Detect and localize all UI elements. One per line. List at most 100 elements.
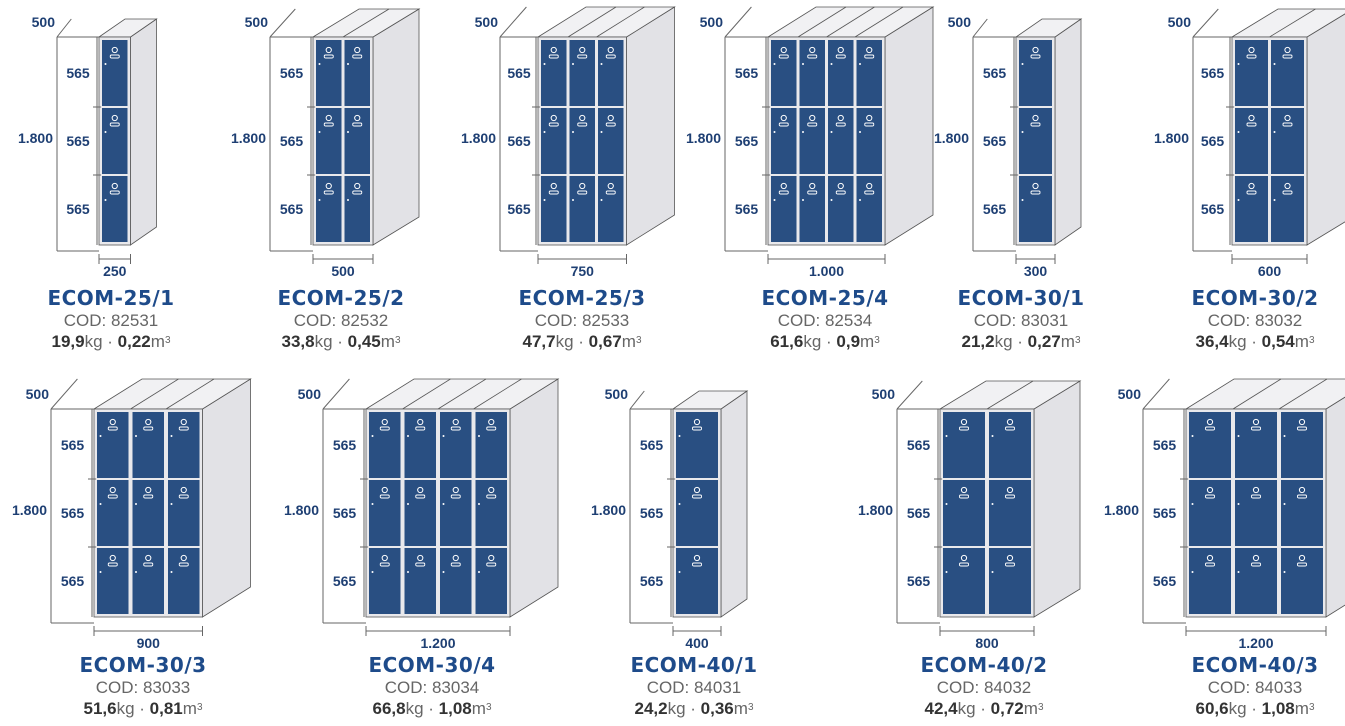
volume-value: 1,08 [438, 699, 472, 718]
locker-info-8: ECOM-30/4 COD: 83034 66,8kg · 1,08m3 [332, 653, 532, 719]
model-name: ECOM-25/4 [761, 286, 889, 310]
keyhole-icon [693, 486, 701, 494]
compartment-label: 565 [983, 133, 1007, 149]
depth-label: 500 [872, 386, 896, 402]
handle-icon [605, 190, 616, 195]
handle-icon [864, 122, 875, 127]
keyhole-icon [1252, 554, 1260, 562]
handle-icon [415, 494, 426, 499]
lock-dot-icon [442, 571, 445, 573]
handle-icon [1297, 562, 1307, 567]
spec-line: 21,2kg · 0,27m3 [921, 331, 1121, 352]
depth-label: 500 [948, 14, 972, 30]
cod-label: COD: [777, 311, 821, 330]
locker-door [541, 108, 567, 174]
compartment-label: 565 [640, 505, 664, 521]
keyhole-icon [109, 486, 116, 494]
height-label: 1.800 [591, 502, 626, 518]
depth-dim-line [499, 6, 527, 38]
compartment-label: 565 [280, 201, 304, 217]
handle-icon [323, 122, 334, 127]
locker-door [943, 480, 985, 546]
column-edge [567, 6, 617, 38]
cod-label: COD: [63, 311, 107, 330]
handle-icon [109, 54, 120, 59]
keyhole-icon [452, 554, 459, 562]
spec-line: 19,9kg · 0,22m3 [11, 331, 211, 352]
lock-dot-icon [802, 131, 804, 133]
depth-label: 500 [605, 386, 629, 402]
column-edge [473, 378, 522, 410]
width-label: 1.000 [809, 263, 844, 279]
kg-unit: kg [1228, 332, 1247, 351]
locker-door [404, 480, 436, 546]
handle-icon [692, 426, 702, 431]
width-label: 1.200 [1238, 635, 1273, 651]
lock-dot-icon [1237, 503, 1240, 505]
lock-dot-icon [442, 435, 445, 437]
keyhole-icon [325, 182, 332, 190]
m-unit: m [1023, 699, 1038, 718]
lock-dot-icon [945, 435, 948, 437]
handle-icon [959, 494, 969, 499]
locker-info-11: ECOM-40/3 COD: 84033 60,6kg · 1,08m3 [1155, 653, 1345, 719]
compartment-label: 565 [735, 133, 759, 149]
kg-unit: kg [555, 332, 574, 351]
handle-icon [107, 494, 118, 499]
compartment-label: 565 [507, 65, 531, 81]
m-unit: m [471, 699, 486, 718]
depth-dim-line [1142, 378, 1170, 410]
handle-icon [835, 54, 846, 59]
separator: · [423, 699, 439, 718]
top-panel [1184, 378, 1345, 410]
lock-dot-icon [543, 199, 546, 201]
lock-dot-icon [170, 503, 173, 505]
column-edge [826, 6, 875, 38]
handle-icon [352, 190, 363, 195]
keyhole-icon [607, 46, 614, 54]
locker-7: 900 1.800 500 565 565 565 [12, 378, 252, 651]
kg-unit: kg [116, 699, 135, 718]
handle-icon [1030, 54, 1041, 59]
spec-line: 24,2kg · 0,36m3 [594, 698, 794, 719]
locker-door [316, 40, 342, 106]
keyhole-icon [417, 418, 424, 426]
keyhole-icon [180, 418, 187, 426]
locker-2: 500 1.800 500 565 565 565 [231, 8, 421, 279]
keyhole-icon [488, 418, 495, 426]
locker-door [943, 412, 985, 478]
depth-label: 500 [475, 14, 499, 30]
locker-4: 1.000 1.800 500 565 565 565 [686, 6, 935, 279]
keyhole-icon [780, 114, 787, 122]
lock-dot-icon [859, 199, 861, 201]
handle-icon [807, 190, 818, 195]
lock-dot-icon [543, 63, 546, 65]
keyhole-icon [111, 182, 118, 190]
lock-dot-icon [1021, 131, 1024, 133]
handle-icon [1282, 122, 1293, 127]
width-label: 900 [137, 635, 161, 651]
cod-value: 83034 [431, 678, 480, 697]
volume-value: 0,45 [347, 332, 381, 351]
keyhole-icon [1248, 182, 1255, 190]
locker-door [569, 176, 595, 242]
m-unit: m [733, 699, 748, 718]
column-edge [1278, 378, 1328, 410]
cod-line: COD: 82534 [725, 310, 925, 331]
m-unit: m [150, 332, 165, 351]
keyhole-icon [550, 114, 557, 122]
spec-line: 51,6kg · 0,81m3 [43, 698, 243, 719]
height-label: 1.800 [18, 130, 53, 146]
locker-door [369, 412, 401, 478]
keyhole-icon [607, 182, 614, 190]
locker-door [132, 412, 164, 478]
keyhole-icon [417, 554, 424, 562]
model-name: ECOM-40/1 [630, 653, 758, 677]
locker-door [344, 40, 370, 106]
keyhole-icon [1206, 554, 1214, 562]
column-edge [437, 378, 487, 410]
side-panel [372, 8, 420, 246]
handle-icon [178, 562, 189, 567]
keyhole-icon [1032, 114, 1039, 122]
locker-door [989, 412, 1031, 478]
